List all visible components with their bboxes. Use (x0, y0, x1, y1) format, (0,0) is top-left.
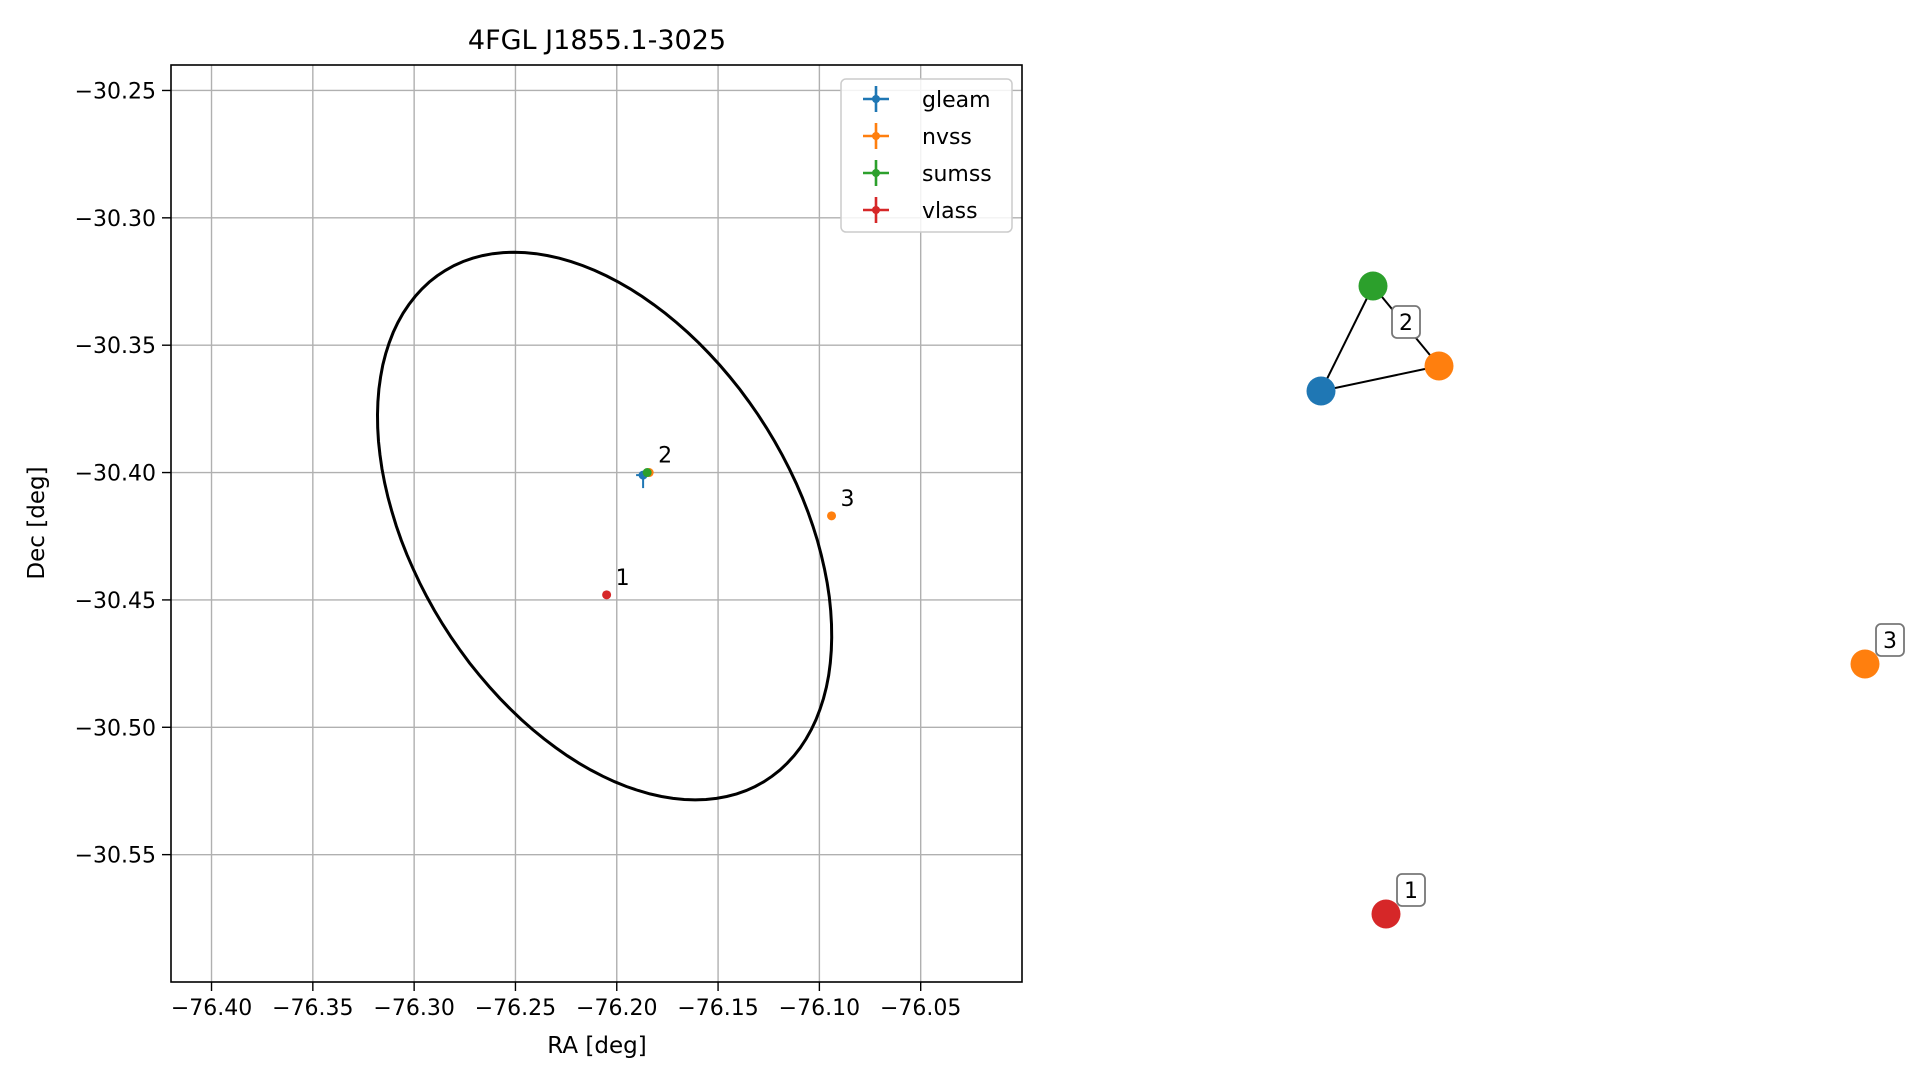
data-point-label: 3 (841, 487, 855, 512)
x-tick-label: −76.25 (475, 996, 556, 1021)
group-label: 2 (1391, 305, 1421, 339)
y-tick-label: −30.55 (75, 844, 156, 869)
x-axis-label: RA [deg] (547, 1033, 646, 1059)
y-tick-label: −30.25 (75, 79, 156, 104)
data-point-sumss (642, 468, 652, 478)
x-tick-label: −76.20 (576, 996, 657, 1021)
graph-panel: 2 3 1 (1306, 271, 1905, 929)
y-tick-label: −30.40 (75, 462, 156, 487)
y-tick-label: −30.30 (75, 207, 156, 232)
legend-label: nvss (922, 125, 972, 150)
data-point-vlass: 1 (602, 566, 630, 600)
error-ellipse-curve (375, 250, 834, 802)
data-point-nvss: 3 (827, 487, 855, 521)
y-axis-ticks: −30.25 −30.30 −30.35 −30.40 −30.45 −30.50 −30.… (75, 79, 171, 869)
y-axis-label: Dec [deg] (24, 466, 50, 579)
x-tick-label: −76.40 (171, 996, 252, 1021)
legend-label: gleam (922, 88, 991, 113)
group-label-text: 2 (1399, 311, 1413, 336)
group-label-box (1391, 305, 1421, 339)
node-label-vlass-1: 1 (1396, 873, 1426, 907)
x-tick-label: −76.05 (880, 996, 961, 1021)
legend-frame (840, 78, 1013, 233)
error-ellipse (375, 250, 834, 802)
legend-item-vlass: vlass (863, 197, 978, 224)
legend-marker (872, 169, 880, 177)
data-point-marker (602, 590, 612, 600)
legend-marker (872, 95, 880, 103)
y-tick-label: −30.50 (75, 716, 156, 741)
x-tick-label: −76.30 (373, 996, 454, 1021)
y-tick-label: −30.35 (75, 334, 156, 359)
data-point-label: 2 (658, 444, 672, 469)
graph-node-labels: 2 3 1 (1391, 305, 1905, 907)
grid (171, 65, 1022, 982)
graph-node-sumss-2 (1358, 271, 1388, 301)
legend-label: vlass (922, 199, 978, 224)
legend-marker (872, 132, 880, 140)
graph-node-nvss-3 (1850, 649, 1880, 679)
y-tick-label: −30.45 (75, 589, 156, 614)
graph-nodes (1306, 271, 1880, 929)
graph-node-gleam-2 (1306, 376, 1336, 406)
legend-item-gleam: gleam (863, 86, 991, 113)
data-points: 2 3 1 (602, 444, 855, 600)
node-label-vlass-1-text: 1 (1404, 879, 1418, 904)
graph-node-nvss-2 (1424, 351, 1454, 381)
graph-edge (1320, 285, 1374, 392)
data-point-label: 1 (616, 566, 630, 591)
legend-label: sumss (922, 162, 992, 187)
node-label-nvss-3-text: 3 (1883, 629, 1897, 654)
node-label-nvss-3: 3 (1875, 623, 1905, 657)
x-axis-ticks: −76.40 −76.35 −76.30 −76.25 −76.20 −76.15 −76.… (171, 982, 961, 1021)
data-point-marker (827, 511, 837, 521)
x-tick-label: −76.15 (677, 996, 758, 1021)
legend-marker (872, 206, 880, 214)
scatter-panel: 4FGL J1855.1-3025 2 3 1 −76.40 −76.35 −76.30… (24, 25, 1023, 1059)
node-label-vlass-1-box (1396, 873, 1426, 907)
legend-item-sumss: sumss (863, 160, 992, 187)
plot-frame (170, 64, 1023, 983)
chart-title: 4FGL J1855.1-3025 (468, 25, 726, 56)
graph-edge (1320, 365, 1440, 392)
x-tick-label: −76.10 (779, 996, 860, 1021)
x-tick-label: −76.35 (272, 996, 353, 1021)
legend: gleam nvss sumss vlass (840, 78, 1013, 233)
node-label-nvss-3-box (1875, 623, 1905, 657)
graph-node-vlass-1 (1371, 899, 1401, 929)
data-point-marker (642, 468, 652, 478)
legend-item-nvss: nvss (863, 123, 972, 150)
